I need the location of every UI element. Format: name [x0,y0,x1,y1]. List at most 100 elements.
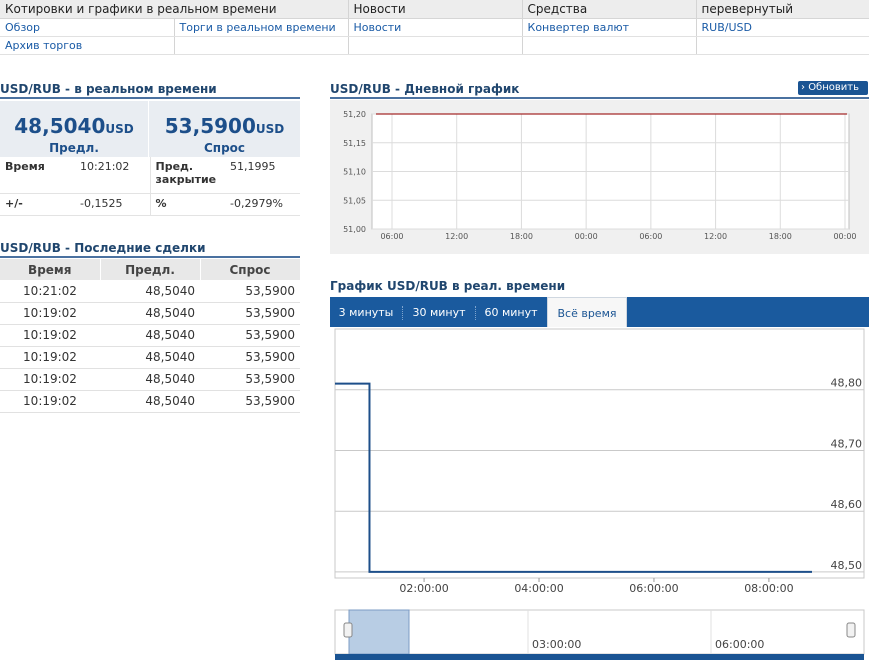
cell-ask: 53,5900 [200,346,300,369]
cell-time: 10:19:02 [0,346,100,369]
day-chart-title: USD/RUB - Дневной график [330,82,869,99]
cell-bid: 48,5040 [100,324,200,347]
navigator-label: 03:00:00 [532,638,581,651]
x-tick-label: 04:00:00 [514,582,563,595]
ask-unit: USD [255,122,285,136]
tab-60-minutes[interactable]: 60 минут [484,306,538,319]
y-tick-label: 51,05 [343,196,366,205]
x-tick-label: 06:00 [639,232,662,241]
table-row: 10:19:02 48,5040 53,5900 [0,368,300,391]
ask-quote: 53,5900USD Спрос [150,101,299,157]
y-tick-label: 51,20 [343,110,366,119]
pct-label: % [149,193,225,216]
nav-link-archive[interactable]: Архив торгов [5,38,83,52]
bid-price: 48,5040 [14,114,106,138]
bid-unit: USD [105,122,134,136]
cell-ask: 53,5900 [200,280,300,303]
nav-header-tools: Средства [522,0,697,19]
navigator-label: 06:00:00 [715,638,764,651]
table-row: 10:21:02 48,5040 53,5900 [0,280,300,303]
top-nav: Котировки и графики в реальном времени Н… [0,0,869,55]
cell-time: 10:19:02 [0,302,100,325]
nav-link-converter[interactable]: Конвертер валют [527,20,630,34]
y-tick-label: 51,00 [343,225,366,234]
trades-title: USD/RUB - Последние сделки [0,241,300,258]
y-tick-label: 51,10 [343,168,366,177]
refresh-button[interactable]: › Обновить [798,81,868,95]
x-tick-label: 00:00 [575,232,598,241]
chevron-right-icon: › [801,82,805,93]
nav-header-quotes: Котировки и графики в реальном времени [0,0,349,19]
tab-separator [475,306,476,320]
series-line [335,382,812,573]
bid-label: Предл. [49,141,99,155]
nav-link-rub-usd[interactable]: RUB/USD [701,20,752,34]
cell-ask: 53,5900 [200,302,300,325]
x-tick-label: 06:00:00 [629,582,678,595]
navigator-selection [348,609,410,655]
change-value: -0,1525 [75,193,150,216]
cell-bid: 48,5040 [100,302,200,325]
realtime-title: USD/RUB - в реальном времени [0,82,300,99]
x-tick-label: 08:00:00 [744,582,793,595]
rt-chart-title: График USD/RUB в реал. времени [330,279,566,293]
table-row: 10:19:02 48,5040 53,5900 [0,324,300,347]
y-tick-label: 48,70 [831,437,863,450]
cell-bid: 48,5040 [100,280,200,303]
cell-bid: 48,5040 [100,368,200,391]
rt-chart-svg: 48,80 48,70 48,60 48,50 02:00:00 04:00:00 06:0… [334,328,865,660]
x-tick-label: 18:00 [769,232,792,241]
nav-link-overview[interactable]: Обзор [5,20,41,34]
x-tick-label: 18:00 [510,232,533,241]
plot-area [334,328,865,579]
y-tick-label: 51,15 [343,139,366,148]
cell-time: 10:19:02 [0,390,100,413]
cell-bid: 48,5040 [100,390,200,413]
cell-ask: 53,5900 [200,324,300,347]
nav-header-news: Новости [348,0,523,19]
cell-ask: 53,5900 [200,368,300,391]
nav-link-news[interactable]: Новости [353,20,402,34]
table-row: 10:19:02 48,5040 53,5900 [0,346,300,369]
time-value: 10:21:02 [75,157,150,194]
nav-header-inverted: перевернутый [696,0,869,19]
table-row: 10:19:02 48,5040 53,5900 [0,302,300,325]
time-label: Время [0,157,75,194]
navigator-scrollbar[interactable] [335,654,864,660]
cell-time: 10:19:02 [0,324,100,347]
nav-link-realtime-trading[interactable]: Торги в реальном времени [179,20,336,34]
navigator-handle-left[interactable] [343,622,353,638]
y-tick-label: 48,60 [831,498,863,511]
refresh-label: Обновить [808,82,859,93]
x-tick-label: 12:00 [704,232,727,241]
x-tick-label: 12:00 [445,232,468,241]
bid-quote: 48,5040USD Предл. [0,101,149,157]
prev-close-label: Пред. закрытие [149,157,225,194]
day-chart-svg: 51,20 51,15 51,10 51,05 51,00 06:00 12:00 18:00… [343,110,856,241]
y-tick-label: 48,50 [831,559,863,572]
table-row: 10:19:02 48,5040 53,5900 [0,390,300,413]
pct-value: -0,2979% [225,193,300,216]
quote-box: 48,5040USD Предл. 53,5900USD Спрос [0,101,300,157]
col-bid: Предл. [100,259,201,280]
day-chart: 51,20 51,15 51,10 51,05 51,00 06:00 12:00 18:00… [330,100,869,254]
ask-price: 53,5900 [164,114,256,138]
navigator-area [334,609,865,655]
tab-30-minutes[interactable]: 30 минут [412,306,466,319]
col-ask: Спрос [200,259,301,280]
x-tick-label: 02:00:00 [399,582,448,595]
tab-all-time[interactable]: Всё время [547,297,627,327]
x-tick-label: 00:00 [833,232,856,241]
navigator-handle-right[interactable] [846,622,856,638]
cell-time: 10:19:02 [0,368,100,391]
range-tabs: 3 минуты 30 минут 60 минут Всё время [330,297,869,327]
cell-ask: 53,5900 [200,390,300,413]
col-time: Время [0,259,101,280]
y-tick-label: 48,80 [831,377,863,390]
tab-separator [402,306,403,320]
change-label: +/- [0,193,75,216]
cell-time: 10:21:02 [0,280,100,303]
tab-3-minutes[interactable]: 3 минуты [338,306,394,319]
trades-table: Время Предл. Спрос 10:21:02 48,5040 53,590… [0,259,301,413]
prev-close-value: 51,1995 [225,157,300,194]
